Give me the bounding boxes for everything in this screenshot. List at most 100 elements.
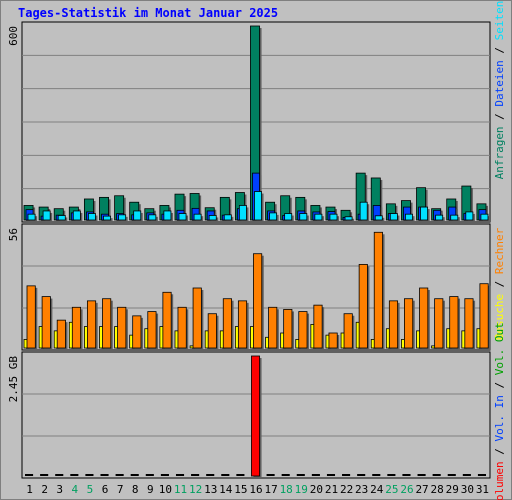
x-tick-label-day-20: 20 bbox=[310, 483, 323, 496]
x-tick-label-day-19: 19 bbox=[295, 483, 308, 496]
bar-seiten-day-21 bbox=[329, 213, 338, 221]
bar-seiten-day-27 bbox=[420, 206, 429, 221]
x-tick-label-day-13: 13 bbox=[204, 483, 217, 496]
bar-rechner-day-25 bbox=[388, 300, 399, 349]
legend-volume-separator: / bbox=[493, 375, 506, 395]
bar-seiten-day-23 bbox=[359, 201, 368, 221]
bar-rechner-day-15 bbox=[237, 300, 248, 349]
x-tick-label-day-1: 1 bbox=[26, 483, 33, 496]
bar-rechner-day-11 bbox=[177, 306, 187, 349]
legend-requests-separator: / bbox=[493, 107, 506, 127]
bar-rechner-day-10 bbox=[162, 291, 172, 349]
bar-rechner-day-19 bbox=[298, 311, 308, 349]
legend-volume: Volumen / Vol. In / Vol. Out bbox=[493, 322, 506, 500]
legend-volume-entry: Vol. In bbox=[493, 395, 506, 441]
x-tick-label-day-30: 30 bbox=[461, 483, 474, 496]
bar-rechner-day-4 bbox=[71, 306, 81, 349]
x-tick-label-day-10: 10 bbox=[159, 483, 172, 496]
x-tick-label-day-29: 29 bbox=[446, 483, 459, 496]
x-tick-label-day-4: 4 bbox=[72, 483, 79, 496]
bar-rechner-day-27 bbox=[419, 287, 429, 349]
legend-requests-separator: / bbox=[493, 40, 506, 60]
bar-rechner-day-8 bbox=[132, 315, 142, 349]
x-tick-label-day-16: 16 bbox=[249, 483, 262, 496]
bar-seiten-day-4 bbox=[72, 210, 81, 221]
legend-requests-entry: Dateien bbox=[493, 60, 506, 106]
bar-seiten-day-5 bbox=[87, 213, 96, 221]
bar-seiten-day-30 bbox=[465, 211, 474, 221]
bar-rechner-day-2 bbox=[41, 296, 51, 349]
bar-rechner-day-13 bbox=[207, 313, 217, 349]
x-tick-label-day-5: 5 bbox=[87, 483, 94, 496]
legend-visits-entry: Besuche bbox=[493, 294, 506, 340]
bar-seiten-day-18 bbox=[284, 213, 293, 221]
bar-rechner-day-12 bbox=[192, 287, 202, 349]
bar-rechner-day-17 bbox=[268, 306, 278, 349]
bar-seiten-day-2 bbox=[42, 210, 51, 221]
chart-title: Tages-Statistik im Monat Januar 2025 bbox=[18, 6, 279, 20]
bar-seiten-day-1 bbox=[27, 213, 36, 221]
bar-seiten-day-8 bbox=[133, 210, 142, 221]
bar-rechner-day-24 bbox=[373, 231, 383, 349]
x-tick-label-day-9: 9 bbox=[147, 483, 154, 496]
x-tick-label-day-28: 28 bbox=[431, 483, 444, 496]
bar-seiten-day-9 bbox=[148, 214, 157, 221]
bar-seiten-day-29 bbox=[450, 214, 459, 221]
bar-seiten-day-13 bbox=[208, 215, 217, 221]
x-tick-label-day-26: 26 bbox=[400, 483, 413, 496]
bar-rechner-day-9 bbox=[147, 311, 157, 349]
x-tick-label-day-14: 14 bbox=[219, 483, 233, 496]
x-tick-label-day-25: 25 bbox=[385, 483, 398, 496]
bar-rechner-day-5 bbox=[86, 300, 97, 349]
bar-rechner-day-3 bbox=[56, 319, 66, 349]
x-tick-label-day-24: 24 bbox=[370, 483, 384, 496]
legend-visits: Besuche / Rechner bbox=[493, 227, 506, 340]
panel-visits-max-label: 56 bbox=[7, 228, 20, 241]
bar-rechner-day-7 bbox=[117, 306, 127, 349]
x-tick-label-day-12: 12 bbox=[189, 483, 202, 496]
legend-requests-entry: Seiten bbox=[493, 1, 506, 41]
x-tick-label-day-7: 7 bbox=[117, 483, 124, 496]
bar-seiten-day-3 bbox=[57, 215, 66, 221]
x-tick-label-day-18: 18 bbox=[280, 483, 293, 496]
bar-seiten-day-6 bbox=[103, 215, 111, 221]
bar-rechner-day-21 bbox=[328, 332, 338, 349]
x-tick-label-day-21: 21 bbox=[325, 483, 338, 496]
legend-volume-entry: Volumen bbox=[493, 461, 506, 500]
bar-rechner-day-28 bbox=[434, 298, 444, 349]
bar-seiten-day-31 bbox=[480, 213, 489, 221]
bar-seiten-day-15 bbox=[238, 205, 247, 221]
bar-rechner-day-31 bbox=[479, 283, 489, 349]
bar-seiten-day-16 bbox=[254, 191, 262, 221]
x-tick-label-day-23: 23 bbox=[355, 483, 368, 496]
x-tick-label-day-8: 8 bbox=[132, 483, 139, 496]
x-tick-label-day-15: 15 bbox=[234, 483, 247, 496]
legend-visits-separator: / bbox=[493, 274, 506, 294]
legend-volume-entry: Vol. Out bbox=[493, 322, 506, 375]
bar-seiten-day-24 bbox=[374, 215, 383, 221]
legend-volume-separator: / bbox=[493, 441, 506, 461]
x-tick-label-day-17: 17 bbox=[264, 483, 277, 496]
bar-seiten-day-17 bbox=[269, 212, 278, 221]
bar-rechner-day-29 bbox=[449, 296, 459, 349]
bar-seiten-day-12 bbox=[193, 213, 202, 221]
bar-rechner-day-14 bbox=[222, 298, 232, 349]
bar-seiten-day-28 bbox=[435, 214, 444, 221]
bar-seiten-day-19 bbox=[299, 213, 308, 221]
bar-volumen-day-16 bbox=[251, 355, 260, 477]
x-tick-label-day-31: 31 bbox=[476, 483, 489, 496]
x-tick-label-day-3: 3 bbox=[56, 483, 63, 496]
bar-rechner-day-30 bbox=[464, 298, 474, 349]
panel-volume-max-label: 2.45 GB bbox=[7, 356, 20, 403]
x-tick-label-day-27: 27 bbox=[415, 483, 428, 496]
bar-seiten-day-20 bbox=[314, 213, 323, 221]
legend-requests-entry: Anfragen bbox=[493, 126, 506, 179]
bar-rechner-day-1 bbox=[26, 285, 36, 349]
bar-seiten-day-25 bbox=[389, 213, 398, 221]
bar-seiten-day-10 bbox=[163, 210, 172, 221]
bar-seiten-day-14 bbox=[223, 214, 232, 221]
bar-rechner-day-22 bbox=[343, 313, 353, 349]
x-tick-label-day-2: 2 bbox=[41, 483, 48, 496]
panel-requests-max-label: 600 bbox=[7, 26, 20, 46]
bar-rechner-day-16 bbox=[253, 253, 263, 349]
